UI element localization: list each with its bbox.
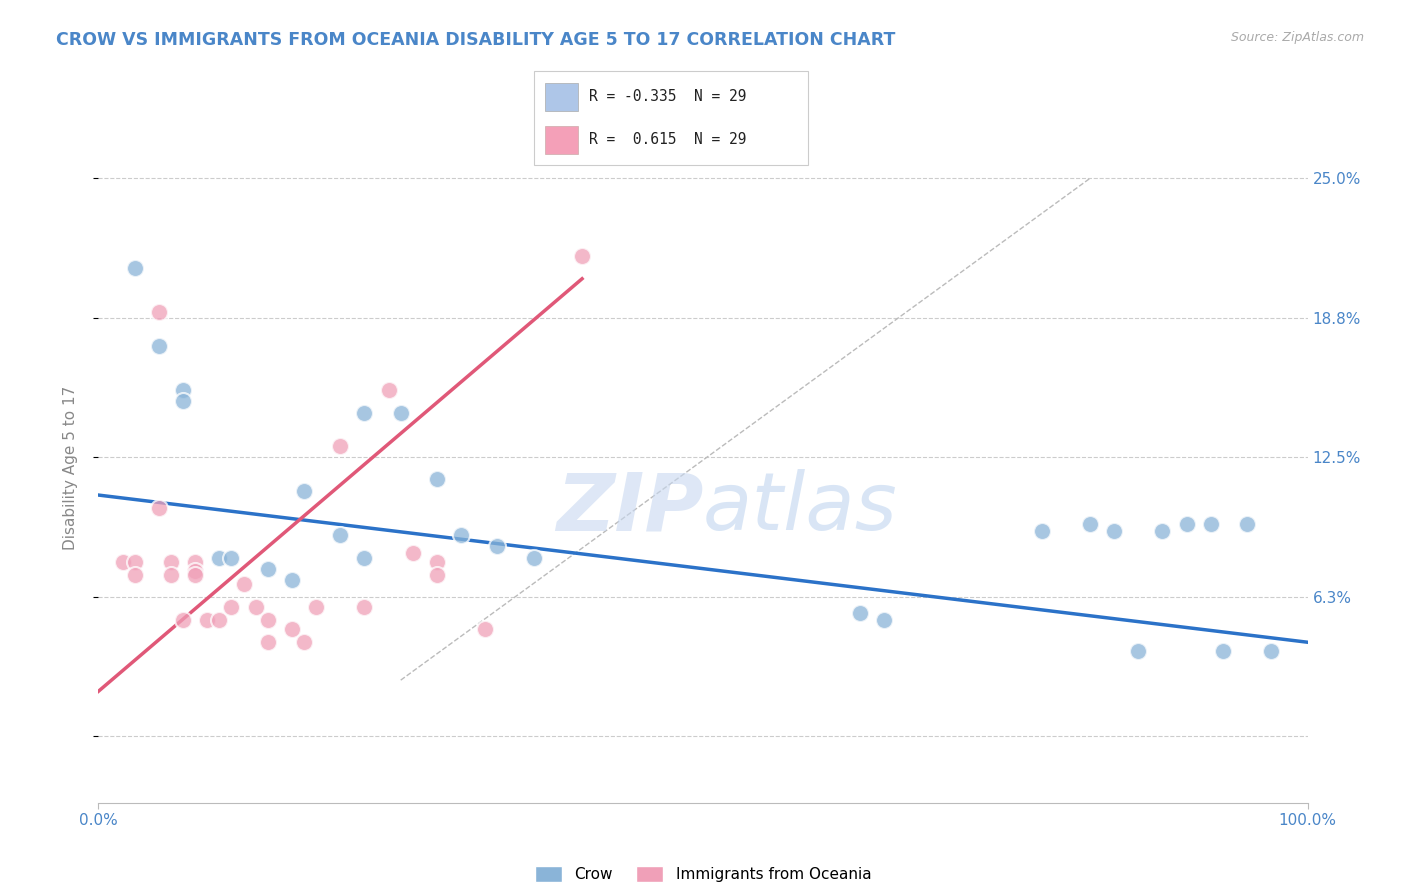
Text: R =  0.615  N = 29: R = 0.615 N = 29 [589, 132, 747, 147]
FancyBboxPatch shape [534, 71, 808, 165]
Point [124, 555, 146, 569]
Point [160, 568, 183, 582]
Point [281, 622, 304, 636]
Point [148, 339, 170, 353]
Point [124, 568, 146, 582]
Point [426, 555, 449, 569]
Point [221, 550, 243, 565]
Point [377, 384, 399, 398]
Point [172, 613, 194, 627]
Point [184, 564, 207, 578]
Point [256, 562, 278, 576]
Point [208, 550, 231, 565]
Point [353, 406, 375, 420]
Point [172, 394, 194, 409]
Text: atlas: atlas [703, 469, 898, 548]
Point [184, 568, 207, 582]
Bar [546, 126, 578, 153]
Point [571, 250, 593, 264]
Text: ZIP: ZIP [555, 469, 703, 548]
Point [402, 546, 425, 560]
Point [353, 550, 375, 565]
Point [1199, 517, 1222, 532]
Point [208, 613, 231, 627]
Point [523, 550, 546, 565]
Bar [546, 83, 578, 111]
Point [256, 613, 278, 627]
Point [389, 406, 412, 420]
Point [1078, 517, 1101, 532]
Point [329, 439, 352, 453]
Point [232, 577, 254, 591]
Point [1152, 524, 1174, 538]
Point [1031, 524, 1053, 538]
Point [111, 555, 134, 569]
Point [221, 599, 243, 614]
Y-axis label: Disability Age 5 to 17: Disability Age 5 to 17 [63, 386, 77, 550]
Point [148, 501, 170, 516]
Point [426, 473, 449, 487]
Point [1128, 644, 1150, 658]
Point [172, 384, 194, 398]
Text: R = -0.335  N = 29: R = -0.335 N = 29 [589, 89, 747, 104]
Point [1236, 517, 1258, 532]
Point [329, 528, 352, 542]
Point [148, 305, 170, 319]
Point [292, 635, 315, 649]
Point [281, 573, 304, 587]
Point [474, 622, 496, 636]
Point [1260, 644, 1282, 658]
Text: CROW VS IMMIGRANTS FROM OCEANIA DISABILITY AGE 5 TO 17 CORRELATION CHART: CROW VS IMMIGRANTS FROM OCEANIA DISABILI… [56, 31, 896, 49]
Point [256, 635, 278, 649]
Point [124, 260, 146, 275]
Point [1212, 644, 1234, 658]
Point [486, 539, 509, 553]
Point [245, 599, 267, 614]
Point [195, 613, 218, 627]
Point [1102, 524, 1125, 538]
Point [292, 483, 315, 498]
Point [353, 599, 375, 614]
Point [426, 568, 449, 582]
Point [184, 555, 207, 569]
Point [849, 607, 872, 621]
Point [450, 528, 472, 542]
Point [305, 599, 328, 614]
Point [873, 613, 896, 627]
Point [160, 555, 183, 569]
Legend: Crow, Immigrants from Oceania: Crow, Immigrants from Oceania [534, 866, 872, 882]
Text: Source: ZipAtlas.com: Source: ZipAtlas.com [1230, 31, 1364, 45]
Point [1175, 517, 1198, 532]
